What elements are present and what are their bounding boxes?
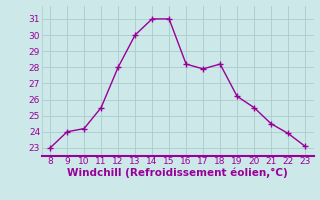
X-axis label: Windchill (Refroidissement éolien,°C): Windchill (Refroidissement éolien,°C) <box>67 168 288 178</box>
